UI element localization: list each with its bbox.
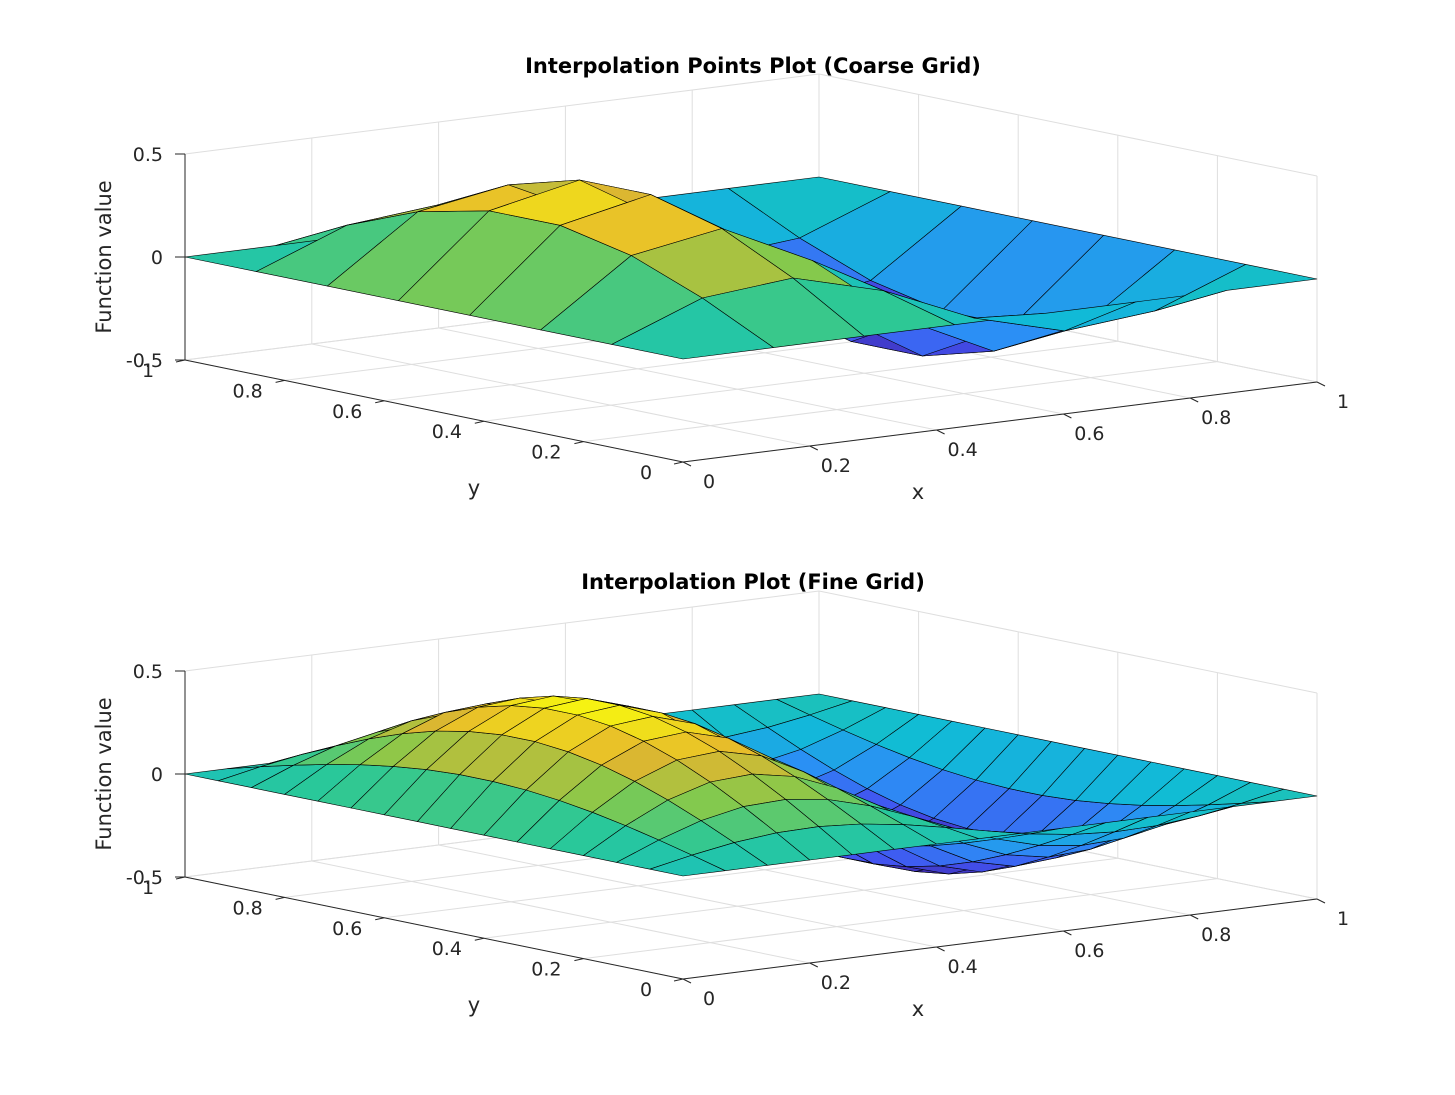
- y-tick-label: 0.4: [432, 421, 462, 443]
- y-axis-label: y: [468, 476, 480, 500]
- surface-mesh: [184, 176, 1318, 360]
- z-axis-label: Function value: [92, 180, 116, 333]
- y-tick: [673, 461, 684, 465]
- z-tick-label: 0: [151, 247, 163, 269]
- x-tick-label: 0: [703, 471, 715, 493]
- x-tick: [1316, 898, 1326, 904]
- x-tick-label: 0.6: [1074, 423, 1104, 445]
- floor-gridline-y: [483, 857, 1118, 939]
- x-tick-label: 0.6: [1074, 940, 1104, 962]
- x-tick-label: 1: [1337, 908, 1349, 930]
- x-tick: [809, 962, 819, 968]
- x-tick-label: 0.2: [821, 455, 851, 477]
- back-wall-gridline-z: [184, 73, 820, 155]
- z-tick-label: -0.5: [126, 350, 163, 372]
- y-axis-label: y: [468, 993, 480, 1017]
- x-tick: [1063, 413, 1072, 419]
- floor-gridline-y: [483, 340, 1118, 422]
- plot-title: Interpolation Points Plot (Coarse Grid): [525, 54, 981, 78]
- plot-title: Interpolation Plot (Fine Grid): [581, 570, 925, 594]
- y-tick: [375, 400, 385, 404]
- z-tick-label: 0: [151, 764, 163, 786]
- x-tick: [936, 946, 945, 952]
- y-tick: [375, 917, 385, 921]
- floor-gridline-x: [438, 844, 937, 948]
- x-tick: [1063, 930, 1072, 936]
- y-tick-label: 1: [142, 360, 154, 382]
- y-tick: [275, 896, 285, 900]
- x-tick-label: 0.4: [947, 439, 977, 461]
- z-tick-label: -0.5: [126, 867, 163, 889]
- y-tick-label: 0.4: [432, 938, 462, 960]
- z-tick-label: 0.5: [133, 144, 163, 166]
- y-tick-label: 0.2: [531, 959, 561, 981]
- z-axis-label: Function value: [92, 697, 116, 850]
- y-tick-label: 0: [640, 979, 652, 1001]
- y-tick-label: 0.6: [332, 918, 362, 940]
- x-tick: [682, 461, 692, 467]
- x-tick: [1189, 397, 1199, 403]
- x-tick: [1316, 381, 1326, 387]
- y-tick: [275, 379, 285, 383]
- side-wall-gridline-z: [818, 590, 1318, 694]
- y-axis-line: [184, 876, 684, 980]
- x-axis-line: [682, 381, 1318, 463]
- y-tick-label: 0.8: [232, 897, 262, 919]
- x-tick: [936, 429, 945, 435]
- y-tick: [474, 937, 484, 941]
- x-axis-line: [682, 898, 1318, 980]
- y-tick-label: 0: [640, 462, 652, 484]
- side-wall-gridline-z: [818, 73, 1318, 177]
- x-axis-label: x: [912, 997, 924, 1021]
- floor-gridline-x: [311, 860, 810, 964]
- y-tick-label: 1: [142, 877, 154, 899]
- x-tick-label: 1: [1337, 391, 1349, 413]
- x-tick: [1189, 914, 1199, 920]
- x-tick-label: 0.2: [821, 972, 851, 994]
- x-tick: [809, 445, 819, 451]
- x-tick: [682, 978, 692, 984]
- floor-gridline-y: [583, 361, 1218, 443]
- back-wall-gridline-z: [184, 590, 820, 672]
- x-tick-label: 0: [703, 988, 715, 1010]
- y-tick: [474, 420, 484, 424]
- floor-gridline-x: [438, 327, 937, 431]
- y-tick-label: 0.6: [332, 401, 362, 423]
- x-tick-label: 0.8: [1201, 924, 1231, 946]
- x-axis-label: x: [912, 480, 924, 504]
- x-tick-label: 0.8: [1201, 407, 1231, 429]
- surface-mesh: [184, 693, 1318, 877]
- y-tick-label: 0.2: [531, 442, 561, 464]
- fine-grid-surface-plot: Interpolation Plot (Fine Grid) x y Funct…: [92, 570, 1349, 1021]
- surface-face: [1154, 264, 1318, 312]
- coarse-grid-surface-plot: Interpolation Points Plot (Coarse Grid) …: [92, 54, 1349, 504]
- y-axis-line: [184, 359, 684, 463]
- z-tick-label: 0.5: [133, 661, 163, 683]
- floor-gridline-x: [311, 343, 810, 447]
- y-tick: [574, 441, 584, 445]
- surface-face: [1241, 788, 1318, 804]
- y-tick: [673, 978, 684, 982]
- x-tick-label: 0.4: [947, 956, 977, 978]
- y-tick: [574, 958, 584, 962]
- floor-gridline-y: [583, 878, 1218, 960]
- y-tick-label: 0.8: [232, 380, 262, 402]
